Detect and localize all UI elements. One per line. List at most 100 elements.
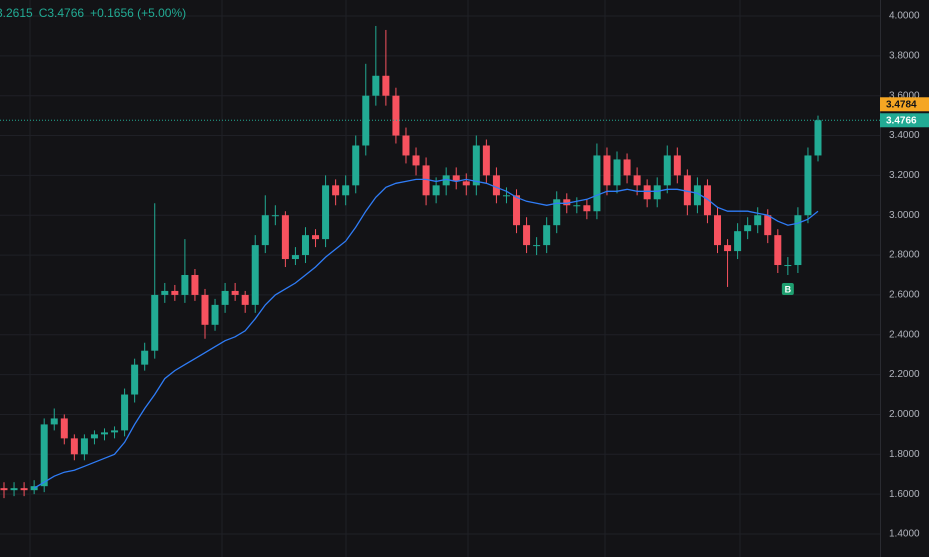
candle-body — [794, 215, 802, 266]
candle-body — [231, 290, 239, 295]
ohlc-value: +0.1656 (+5.00%) — [90, 6, 186, 20]
candle-body — [281, 215, 289, 260]
candle-body — [724, 245, 732, 252]
candle-body — [191, 274, 199, 295]
candle-body — [291, 255, 299, 260]
candle-body — [181, 274, 189, 295]
candle-body — [744, 225, 752, 232]
price-tag-label: 3.4766 — [886, 115, 917, 126]
candle-body — [271, 215, 279, 217]
candle-body — [502, 195, 510, 197]
candle-body — [211, 304, 219, 325]
candle-body — [251, 245, 259, 305]
candle-body — [171, 290, 179, 295]
candle-body — [673, 155, 681, 176]
candle-body — [0, 488, 8, 491]
y-tick-label: 3.0000 — [889, 210, 920, 221]
candle-body — [100, 432, 108, 435]
y-tick-label: 4.0000 — [889, 11, 920, 22]
candle-body — [543, 225, 551, 246]
candle-body — [20, 488, 28, 491]
candle-body — [141, 350, 149, 365]
candle-body — [754, 215, 762, 226]
candle-body — [442, 175, 450, 186]
price-tag-label: 3.4784 — [886, 99, 917, 110]
candle-body — [613, 159, 621, 186]
marker-label: B — [785, 284, 792, 294]
candle-body — [623, 159, 631, 176]
candle-body — [312, 235, 320, 240]
y-tick-label: 2.2000 — [889, 369, 920, 380]
candle-body — [703, 185, 711, 216]
candle-body — [412, 155, 420, 166]
candle-body — [90, 434, 98, 439]
vertical-grid — [29, 0, 741, 557]
candle-body — [131, 364, 139, 395]
y-tick-label: 1.4000 — [889, 529, 920, 540]
candle-body — [221, 290, 229, 305]
candle-body — [261, 215, 269, 246]
candle-body — [241, 294, 249, 305]
candle-body — [764, 215, 772, 236]
candle-body — [322, 185, 330, 240]
candle-body — [804, 155, 812, 216]
candle-body — [50, 418, 58, 425]
candle-body — [10, 488, 18, 491]
y-tick-label: 1.6000 — [889, 489, 920, 500]
candle-body — [121, 394, 129, 431]
candle-body — [422, 165, 430, 196]
candle-body — [603, 155, 611, 186]
candle-body — [482, 145, 490, 176]
candle-body — [774, 235, 782, 266]
candle-body — [784, 265, 792, 267]
candle-body — [734, 231, 742, 252]
candle-body — [161, 290, 169, 295]
candle-body — [573, 205, 581, 207]
candle-body — [693, 185, 701, 206]
candle-body — [352, 145, 360, 186]
candle-body — [472, 145, 480, 186]
y-tick-label: 2.6000 — [889, 290, 920, 301]
candle-body — [392, 95, 400, 136]
price-tag — [880, 97, 929, 112]
y-tick-label: 3.2000 — [889, 170, 920, 181]
y-tick-label: 2.0000 — [889, 409, 920, 420]
candle-body — [643, 185, 651, 200]
candle-body — [663, 155, 671, 186]
y-tick-label: 2.8000 — [889, 250, 920, 261]
candle-body — [80, 438, 88, 455]
candle-body — [60, 418, 68, 439]
candle-body — [201, 294, 209, 325]
candle-body — [432, 185, 440, 196]
candle-body — [714, 215, 722, 246]
candle-body — [301, 235, 309, 256]
candle-body — [523, 225, 531, 246]
candle-body — [492, 175, 500, 196]
candle-body — [633, 175, 641, 186]
candle-body — [563, 199, 571, 206]
marker-badge — [781, 282, 794, 295]
candle-body — [583, 205, 591, 212]
candle-body — [111, 430, 119, 433]
ohlc-value: 3.2615 — [0, 6, 33, 20]
price-tag — [880, 113, 929, 128]
candle-body — [382, 75, 390, 96]
y-tick-label: 3.6000 — [889, 90, 920, 101]
candle-body — [402, 135, 410, 156]
candle-body — [462, 181, 470, 186]
candle-body — [653, 185, 661, 200]
candle-body — [372, 75, 380, 96]
ohlc-value: C3.4766 — [39, 6, 85, 20]
candle-body — [683, 175, 691, 206]
y-tick-label: 1.8000 — [889, 449, 920, 460]
candle-body — [362, 95, 370, 146]
candle-body — [151, 294, 159, 351]
candle-body — [332, 185, 340, 196]
candle-body — [452, 175, 460, 182]
candle-body — [70, 438, 78, 455]
y-tick-label: 3.4000 — [889, 130, 920, 141]
candle-body — [593, 155, 601, 212]
